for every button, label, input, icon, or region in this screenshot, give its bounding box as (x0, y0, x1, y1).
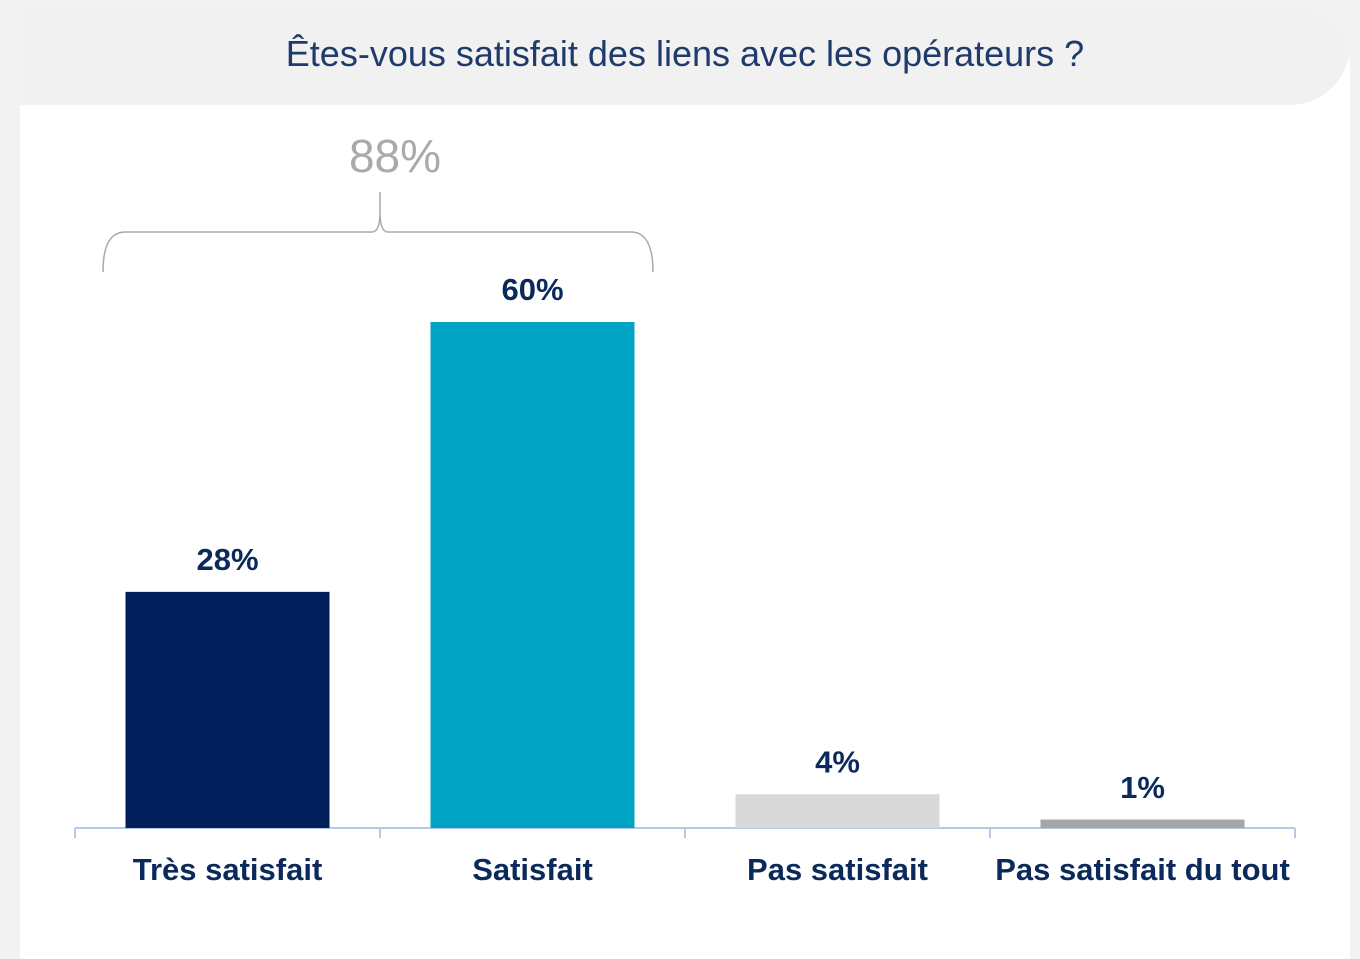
annotation-label: 88% (349, 130, 441, 182)
data-label: 60% (501, 272, 563, 307)
data-label: 4% (815, 744, 860, 779)
chart-title: Êtes-vous satisfait des liens avec les o… (285, 33, 1085, 74)
bracket (102, 192, 654, 273)
x-tick-label: Très satisfait (132, 852, 323, 887)
bar (430, 322, 635, 828)
bar (125, 591, 330, 828)
data-label: 1% (1120, 770, 1165, 805)
data-label: 28% (196, 542, 258, 577)
x-tick-label: Satisfait (472, 852, 593, 887)
x-tick-label: Pas satisfait (747, 852, 928, 887)
header-band (20, 5, 1350, 105)
bar (735, 794, 940, 828)
bar (1040, 819, 1245, 828)
x-tick-label: Pas satisfait du tout (995, 852, 1290, 887)
